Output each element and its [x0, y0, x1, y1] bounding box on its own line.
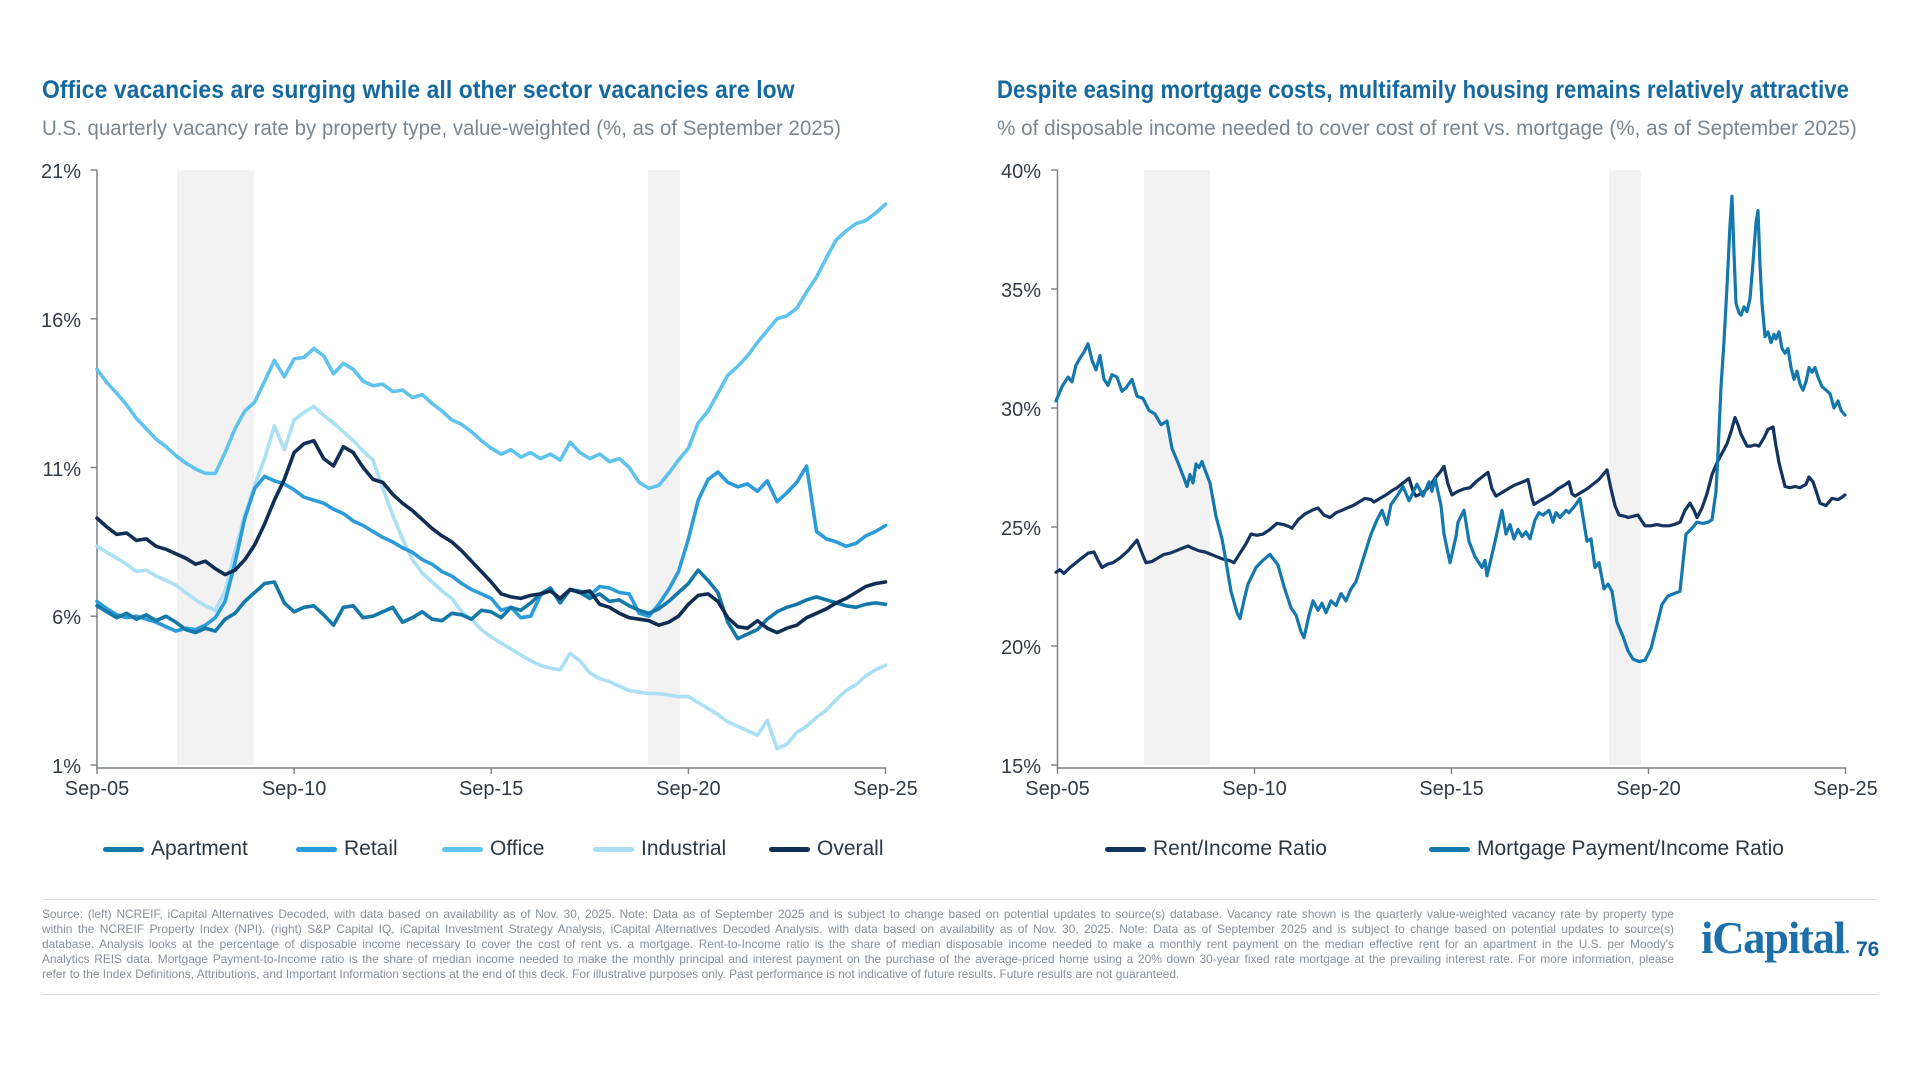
svg-text:Sep-05: Sep-05 [65, 778, 130, 800]
svg-text:11%: 11% [42, 459, 81, 481]
svg-text:20%: 20% [1001, 637, 1041, 659]
svg-text:Sep-15: Sep-15 [1419, 778, 1484, 800]
svg-text:Sep-15: Sep-15 [459, 778, 524, 800]
svg-text:1%: 1% [52, 756, 81, 778]
svg-text:35%: 35% [1001, 280, 1041, 302]
svg-text:40%: 40% [1001, 161, 1041, 183]
svg-text:21%: 21% [41, 161, 81, 183]
svg-text:Sep-20: Sep-20 [1616, 778, 1681, 800]
svg-text:Sep-20: Sep-20 [656, 778, 721, 800]
svg-text:6%: 6% [52, 607, 81, 629]
svg-text:30%: 30% [1001, 399, 1041, 421]
svg-text:Sep-25: Sep-25 [1813, 778, 1878, 800]
svg-text:15%: 15% [1001, 756, 1041, 778]
svg-text:Sep-25: Sep-25 [853, 778, 918, 800]
svg-text:Sep-10: Sep-10 [1222, 778, 1287, 800]
svg-text:25%: 25% [1001, 518, 1041, 540]
svg-text:Sep-05: Sep-05 [1025, 778, 1090, 800]
svg-text:Sep-10: Sep-10 [262, 778, 327, 800]
svg-text:16%: 16% [41, 310, 81, 332]
